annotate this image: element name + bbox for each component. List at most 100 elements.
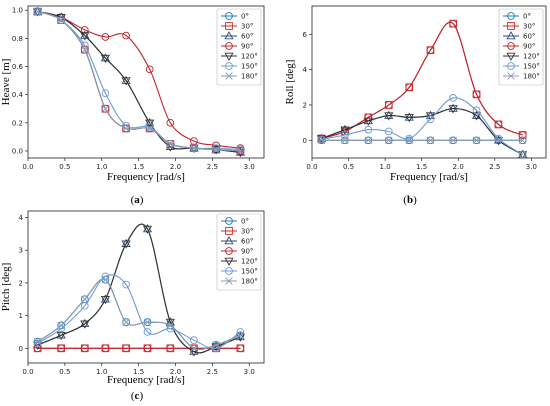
y-tick-label: 0.4 [12, 91, 24, 99]
data-point [122, 318, 130, 326]
data-point [121, 77, 131, 86]
legend-entry: 30° [221, 227, 253, 236]
data-point [142, 224, 153, 233]
legend-entry: 90° [221, 42, 253, 51]
legend-label: 90° [523, 43, 535, 51]
legend-marker [507, 42, 515, 50]
series-line [37, 223, 241, 354]
legend-marker [225, 12, 233, 20]
data-point [101, 275, 110, 284]
data-point [472, 136, 481, 145]
legend-marker [225, 267, 233, 275]
data-point [449, 19, 457, 28]
data-point [122, 124, 130, 133]
data-point [145, 65, 154, 74]
data-point [363, 117, 373, 126]
series-line [37, 11, 241, 153]
x-tick-label: 0.5 [59, 368, 70, 376]
series-line [37, 11, 241, 152]
x-axis-label: Frequency [rad/s] [390, 171, 468, 183]
legend-entry: 30° [503, 22, 535, 31]
data-point [145, 123, 154, 131]
legend-entry: 120° [221, 53, 258, 61]
data-point [33, 7, 42, 16]
data-point [449, 94, 457, 102]
series-line [321, 21, 523, 140]
panel-label: (c) [131, 390, 144, 402]
x-tick-label: 2.0 [170, 163, 181, 171]
legend-marker [225, 62, 233, 70]
x-tick-label: 3.0 [244, 163, 255, 171]
y-tick-label: 4 [303, 66, 308, 74]
data-point [385, 136, 393, 145]
chart-a: 0.0 0.5 1.0 1.5 2.0 2.5 3.00.00.20.40.60.81.0F… [0, 5, 265, 206]
data-point [121, 75, 131, 84]
series-180 [33, 7, 245, 155]
data-point [212, 141, 220, 150]
data-point [405, 83, 414, 92]
data-point [122, 344, 130, 353]
data-point [80, 30, 90, 39]
legend-marker [507, 22, 515, 30]
legend-a: 0° 30° 60° 90° 120° 150° 180° [216, 8, 262, 86]
data-point [81, 45, 89, 54]
x-tick-label: 2.5 [207, 163, 218, 171]
series-line [321, 97, 523, 155]
data-point [143, 344, 152, 353]
legend-marker [506, 31, 516, 40]
legend-label: 150° [241, 268, 258, 276]
series-150 [33, 7, 245, 154]
data-point [471, 110, 482, 119]
data-point [190, 144, 198, 152]
legend-marker [225, 22, 233, 30]
series-180 [33, 275, 245, 353]
legend-label: 180° [523, 73, 540, 81]
y-axis-label: Roll [deg] [284, 60, 296, 105]
data-point [518, 151, 528, 158]
data-point [57, 321, 65, 330]
data-point [101, 89, 110, 98]
series-60 [316, 103, 528, 158]
series-180 [317, 136, 527, 145]
data-point [426, 136, 435, 145]
legend-marker [507, 72, 515, 80]
legend-label: 180° [241, 278, 258, 286]
axes-frame-c [27, 210, 265, 364]
y-tick-label: 6 [303, 31, 308, 39]
x-axis-label: Frequency [rad/s] [107, 374, 185, 386]
legend-marker [225, 227, 233, 235]
legend-entry: 150° [503, 62, 540, 71]
legend-c: 0° 30° 60° 90° 120° 150° 180° [216, 213, 262, 291]
legend-label: 120° [523, 53, 540, 61]
legend-marker [225, 72, 233, 80]
x-tick-label: 2.0 [453, 163, 464, 171]
y-tick-label: 2 [19, 279, 23, 287]
legend-entry: 0° [221, 12, 249, 21]
data-point [494, 134, 503, 143]
data-point [190, 344, 198, 353]
axes-frame-b [311, 5, 547, 159]
data-point [122, 31, 130, 40]
data-point [448, 105, 458, 114]
series-120 [316, 105, 528, 158]
data-point [340, 126, 350, 135]
legend-label: 0° [241, 218, 249, 226]
y-tick-label: 0.6 [12, 63, 24, 71]
series-line [37, 274, 241, 350]
data-point [100, 296, 111, 305]
data-point [80, 344, 89, 353]
y-axis-label: Pitch [deg] [0, 263, 12, 312]
legend-marker [224, 52, 234, 61]
series-line [37, 11, 241, 151]
y-tick-label: 4 [19, 214, 24, 222]
y-tick-label: 1.0 [12, 7, 23, 15]
legend-marker [507, 62, 515, 70]
series-line [37, 11, 241, 152]
series-60 [33, 6, 245, 156]
data-point [212, 144, 220, 152]
legend-entry: 180° [503, 72, 540, 81]
data-point [57, 16, 66, 24]
series-line [37, 11, 241, 153]
x-tick-label: 3.0 [526, 163, 537, 171]
data-point [236, 344, 245, 353]
